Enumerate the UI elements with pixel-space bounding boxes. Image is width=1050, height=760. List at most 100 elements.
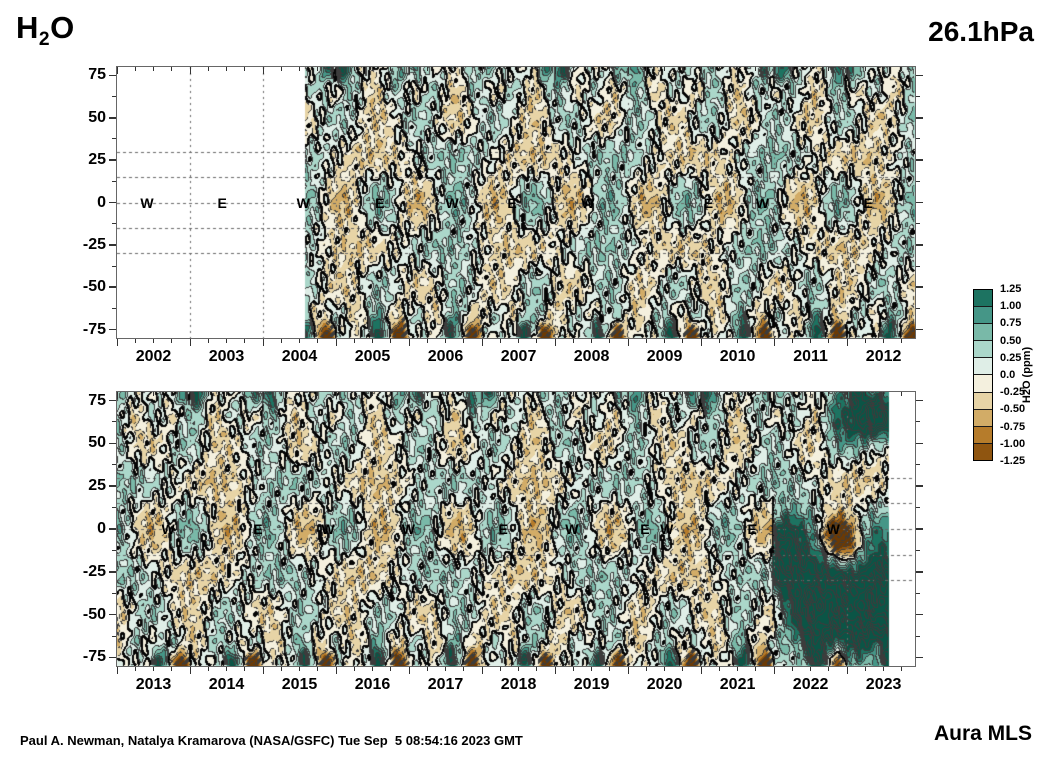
colorbar-segment xyxy=(974,323,992,341)
qbo-phase-label: W xyxy=(581,194,595,211)
colorbar-tick-label: 0.0 xyxy=(1000,369,1016,381)
lat-axis-minor-tick xyxy=(112,549,116,551)
lat-axis-major-tick xyxy=(916,571,923,573)
x-axis-minor-tick xyxy=(609,67,611,71)
qbo-phase-label: E xyxy=(253,521,263,537)
x-axis-minor-tick xyxy=(463,339,465,343)
lat-axis-major-tick xyxy=(109,485,116,487)
x-axis-minor-tick xyxy=(737,67,739,71)
x-axis-major-tick xyxy=(554,339,556,346)
x-axis-minor-tick xyxy=(682,667,684,671)
qbo-phase-label: W xyxy=(401,521,415,537)
x-axis-minor-tick xyxy=(372,392,374,396)
x-axis-major-tick xyxy=(481,667,483,674)
year-tick-label: 2009 xyxy=(646,348,683,365)
x-axis-minor-tick xyxy=(463,67,465,71)
x-axis-minor-tick xyxy=(372,667,374,671)
x-axis-minor-tick xyxy=(134,339,136,343)
x-axis-minor-tick xyxy=(591,667,593,671)
year-tick-label: 2006 xyxy=(427,348,464,365)
year-tick-label: 2014 xyxy=(208,676,245,693)
year-tick-label: 2013 xyxy=(135,676,172,693)
colorbar-tick-label: 0.25 xyxy=(1000,351,1022,364)
lat-axis-major-tick xyxy=(109,328,116,331)
lat-axis-major-tick xyxy=(916,117,923,119)
x-axis-minor-tick xyxy=(791,667,793,671)
x-axis-minor-tick xyxy=(718,339,720,343)
lat-tick-label: 0 xyxy=(97,520,106,537)
x-axis-minor-tick xyxy=(572,339,574,343)
x-axis-minor-tick xyxy=(864,67,866,71)
x-axis-minor-tick xyxy=(226,339,227,343)
year-tick-label: 2020 xyxy=(646,676,683,693)
x-axis-minor-tick xyxy=(883,339,885,343)
x-axis-minor-tick xyxy=(353,392,355,396)
x-axis-minor-tick xyxy=(864,667,866,671)
year-tick-label: 2012 xyxy=(865,348,902,365)
x-axis-major-tick xyxy=(262,67,264,74)
x-axis-major-tick xyxy=(773,339,775,346)
title-subscript: 2 xyxy=(38,29,51,51)
lat-axis-major-tick xyxy=(109,159,116,161)
lat-axis-major-tick xyxy=(109,244,116,246)
hovmoller-canvas-bottom xyxy=(116,391,916,667)
x-axis-major-tick xyxy=(262,339,264,346)
x-axis-minor-tick xyxy=(572,67,574,71)
x-axis-minor-tick xyxy=(171,339,173,343)
lat-axis-major-tick xyxy=(109,528,116,530)
qbo-phase-label: W xyxy=(755,194,770,211)
x-axis-minor-tick xyxy=(134,667,136,671)
x-axis-major-tick xyxy=(481,67,483,74)
x-axis-major-tick xyxy=(262,392,264,399)
qbo-phase-label: W xyxy=(296,194,310,211)
x-axis-minor-tick xyxy=(645,339,647,343)
colorbar-segment xyxy=(974,340,992,358)
lat-axis-minor-tick xyxy=(916,138,920,140)
x-axis-minor-tick xyxy=(280,392,282,396)
x-axis-minor-tick xyxy=(810,339,812,343)
qbo-phase-label: E xyxy=(498,521,508,537)
colorbar-tick-label: -0.25 xyxy=(1000,386,1026,399)
x-axis-major-tick xyxy=(116,67,118,74)
x-axis-minor-tick xyxy=(390,667,392,671)
lat-axis-minor-tick xyxy=(916,507,920,509)
x-axis-major-tick xyxy=(846,67,848,74)
lat-axis-major-tick xyxy=(916,656,923,659)
x-axis-minor-tick xyxy=(664,339,666,343)
x-axis-major-tick xyxy=(700,667,702,674)
x-axis-major-tick xyxy=(700,339,702,346)
x-axis-minor-tick xyxy=(737,667,739,671)
page-title: H2O xyxy=(16,10,75,51)
lat-axis-minor-tick xyxy=(112,464,116,466)
colorbar xyxy=(973,289,993,461)
x-axis-major-tick xyxy=(408,392,410,399)
x-axis-minor-tick xyxy=(244,339,246,343)
x-axis-minor-tick xyxy=(280,67,282,71)
x-axis-minor-tick xyxy=(499,339,501,343)
x-axis-minor-tick xyxy=(317,667,319,671)
lat-axis-major-tick xyxy=(109,442,116,445)
x-axis-minor-tick xyxy=(426,667,428,671)
x-axis-major-tick xyxy=(116,392,118,399)
x-axis-major-tick xyxy=(773,67,775,74)
x-axis-minor-tick xyxy=(609,392,611,396)
x-axis-minor-tick xyxy=(317,67,319,71)
x-axis-major-tick xyxy=(627,339,629,346)
lat-axis-major-tick xyxy=(916,613,923,616)
x-axis-major-tick xyxy=(116,667,118,674)
x-axis-minor-tick xyxy=(664,392,666,396)
x-axis-minor-tick xyxy=(153,667,154,671)
lat-axis-minor-tick xyxy=(112,96,116,98)
x-axis-minor-tick xyxy=(536,667,538,671)
x-axis-major-tick xyxy=(335,392,337,399)
x-axis-minor-tick xyxy=(280,339,282,343)
year-tick-label: 2017 xyxy=(427,676,464,693)
x-axis-major-tick xyxy=(846,392,848,399)
lat-axis-major-tick xyxy=(916,74,923,77)
year-tick-label: 2023 xyxy=(865,676,902,693)
x-axis-minor-tick xyxy=(426,67,428,71)
qbo-phase-label: E xyxy=(640,521,650,537)
colorbar-tick-label: 0.75 xyxy=(1000,317,1022,330)
lat-axis-major-tick xyxy=(916,399,923,402)
x-axis-minor-tick xyxy=(883,392,885,396)
